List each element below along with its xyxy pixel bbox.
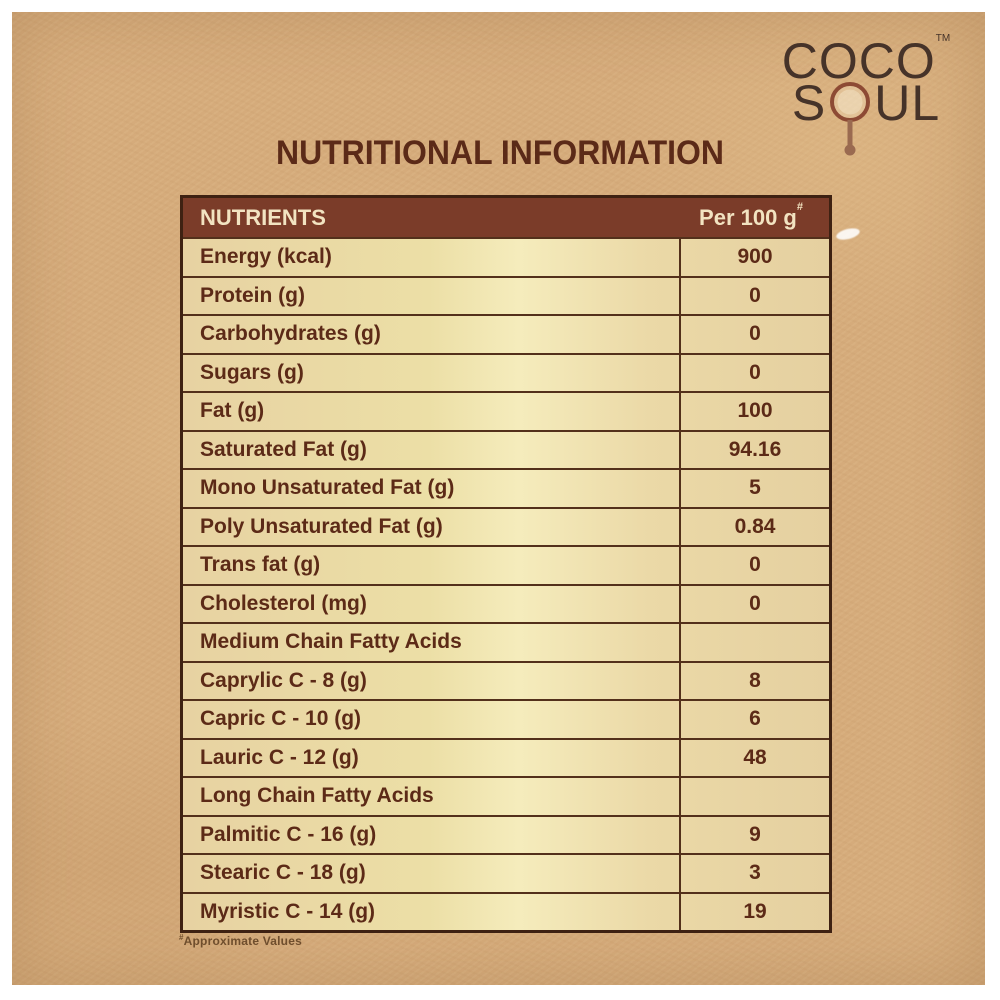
page-title: NUTRITIONAL INFORMATION xyxy=(276,134,724,172)
nutrient-value: 48 xyxy=(679,739,829,776)
table-row: Stearic C - 18 (g) 3 xyxy=(183,853,829,892)
table-row: Medium Chain Fatty Acids xyxy=(183,622,829,661)
nutrient-value: 94.16 xyxy=(679,431,829,468)
table-row: Cholesterol (mg) 0 xyxy=(183,583,829,622)
nutrient-label: Stearic C - 18 (g) xyxy=(200,861,366,885)
nutrient-value: 5 xyxy=(679,470,829,507)
logo-line2: S UL xyxy=(778,75,954,156)
nutrient-label: Lauric C - 12 (g) xyxy=(200,745,359,769)
nutrient-label: Protein (g) xyxy=(200,283,305,307)
nutrient-label: Energy (kcal) xyxy=(200,245,332,269)
nutrition-table: NUTRIENTS Per 100 g# Energy (kcal) 900 P… xyxy=(180,195,832,933)
table-row: Energy (kcal) 900 xyxy=(183,237,829,276)
nutrient-label: Poly Unsaturated Fat (g) xyxy=(200,514,443,538)
table-row: Mono Unsaturated Fat (g) 5 xyxy=(183,468,829,507)
table-row: Poly Unsaturated Fat (g) 0.84 xyxy=(183,506,829,545)
table-row: Long Chain Fatty Acids xyxy=(183,776,829,815)
nutrient-value: 0 xyxy=(679,354,829,391)
logo-word-coco: COCO xyxy=(781,33,936,89)
table-row: Protein (g) 0 xyxy=(183,275,829,314)
nutrient-value: 6 xyxy=(679,701,829,738)
nutrient-value xyxy=(679,624,829,661)
table-row: Palmitic C - 16 (g) 9 xyxy=(183,814,829,853)
nutrient-label: Mono Unsaturated Fat (g) xyxy=(200,476,455,500)
nutrient-value: 900 xyxy=(679,239,829,276)
nutrient-value: 3 xyxy=(679,855,829,892)
table-row: Trans fat (g) 0 xyxy=(183,545,829,584)
table-row: Sugars (g) 0 xyxy=(183,352,829,391)
nutrient-label: Sugars (g) xyxy=(200,360,304,384)
column-header-nutrients: NUTRIENTS xyxy=(200,204,326,230)
footnote-text: Approximate Values xyxy=(183,934,302,948)
nutrient-value: 100 xyxy=(679,393,829,430)
logo-line1: COCOTM xyxy=(778,33,954,89)
nutrient-value: 0 xyxy=(679,316,829,353)
table-header-row: NUTRIENTS Per 100 g# xyxy=(183,198,829,237)
nutrient-label: Capric C - 10 (g) xyxy=(200,707,362,731)
nutrient-value: 19 xyxy=(679,893,829,930)
nutrient-value: 0 xyxy=(679,277,829,314)
nutrient-value: 9 xyxy=(679,816,829,853)
footnote: #Approximate Values xyxy=(179,933,302,948)
trademark-symbol: TM xyxy=(935,33,951,44)
nutrient-label: Fat (g) xyxy=(200,399,265,423)
nutrient-label: Caprylic C - 8 (g) xyxy=(200,668,367,692)
nutrient-value: 0.84 xyxy=(679,508,829,545)
nutrient-label: Palmitic C - 16 (g) xyxy=(200,822,377,846)
table-row: Lauric C - 12 (g) 48 xyxy=(183,737,829,776)
nutrient-label: Medium Chain Fatty Acids xyxy=(200,630,462,654)
table-row: Fat (g) 100 xyxy=(183,391,829,430)
spoon-ladle-icon xyxy=(830,82,871,156)
header-superscript: # xyxy=(796,200,803,213)
nutrient-label: Long Chain Fatty Acids xyxy=(200,784,434,808)
column-header-per-100g: Per 100 g# xyxy=(699,200,803,230)
nutrient-value: 8 xyxy=(679,662,829,699)
table-row: Saturated Fat (g) 94.16 xyxy=(183,429,829,468)
nutrient-label: Trans fat (g) xyxy=(200,553,321,577)
table-row: Capric C - 10 (g) 6 xyxy=(183,699,829,738)
table-body: Energy (kcal) 900 Protein (g) 0 Carbohyd… xyxy=(183,237,829,930)
table-row: Carbohydrates (g) 0 xyxy=(183,314,829,353)
nutrient-label: Myristic C - 14 (g) xyxy=(200,899,376,923)
table-row: Myristic C - 14 (g) 19 xyxy=(183,891,829,930)
logo-letters-ul: UL xyxy=(874,75,941,131)
nutrient-value xyxy=(679,778,829,815)
table-row: Caprylic C - 8 (g) 8 xyxy=(183,660,829,699)
nutrient-label: Cholesterol (mg) xyxy=(200,591,367,615)
nutrient-label: Saturated Fat (g) xyxy=(200,437,367,461)
logo-letter-s: S xyxy=(791,75,827,131)
nutrient-value: 0 xyxy=(679,547,829,584)
nutrient-label: Carbohydrates (g) xyxy=(200,322,381,346)
brand-logo: COCOTM S UL xyxy=(778,33,954,156)
footnote-superscript: # xyxy=(179,933,184,942)
nutrient-value: 0 xyxy=(679,585,829,622)
